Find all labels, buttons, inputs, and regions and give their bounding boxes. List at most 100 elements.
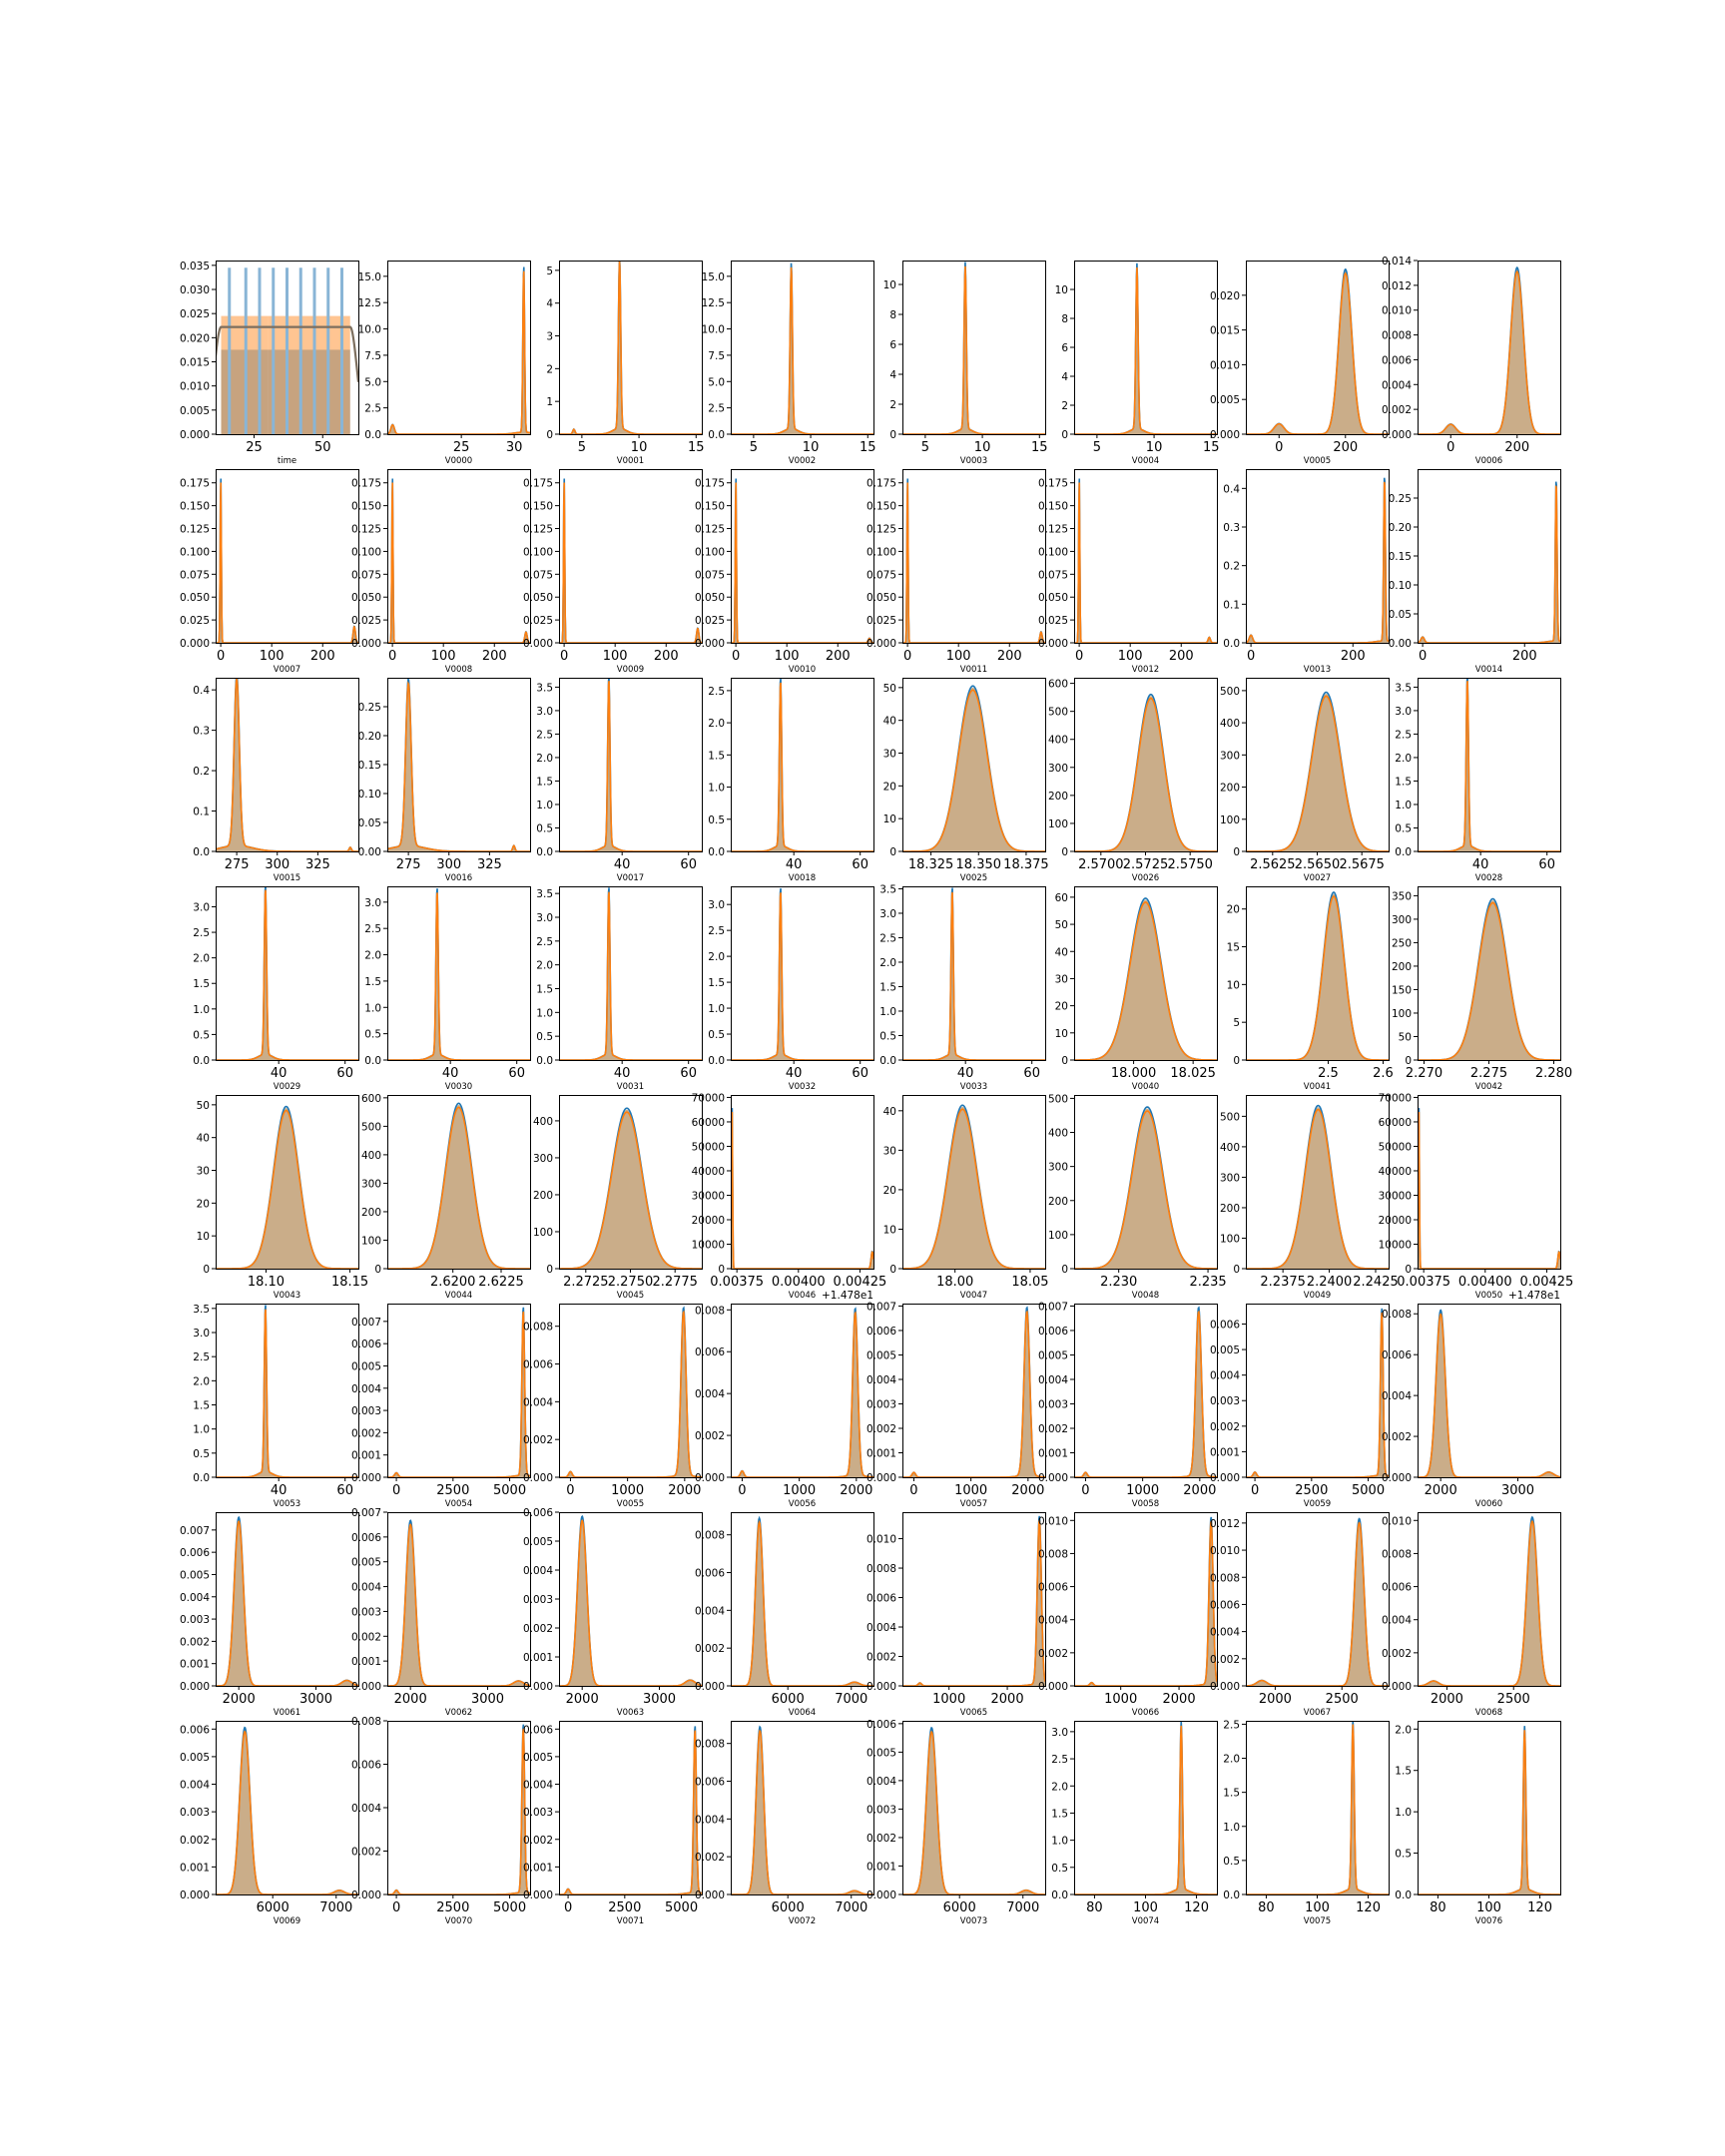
x-axis-label: V0013	[1304, 665, 1331, 675]
subplot-V0066: 0.000 0.002 0.004 0.006 0.008 0.010 1000 2000 V0…	[1038, 1512, 1218, 1718]
x-tick-label: 0	[909, 1483, 917, 1498]
y-tick-label: 0.125	[351, 524, 381, 536]
y-tick-label: 0.5	[1395, 822, 1412, 834]
kde-orange	[216, 1109, 358, 1269]
hist-area	[902, 1106, 1045, 1269]
kde-blue	[216, 886, 358, 1060]
y-tick-label: 0.004	[866, 1622, 896, 1634]
y-tick-label: 0.100	[866, 546, 896, 558]
hist-area	[559, 678, 702, 851]
y-tick-label: 2.5	[1223, 1719, 1240, 1731]
y-tick-label: 0.005	[523, 1752, 553, 1764]
y-tick-label: 0.005	[180, 1752, 210, 1764]
y-tick-label: 10	[1227, 979, 1240, 991]
kde-orange	[902, 266, 1045, 434]
y-tick-label: 0.003	[866, 1398, 896, 1410]
y-tick-label: 0.001	[866, 1861, 896, 1873]
x-tick-label: 1000	[611, 1483, 644, 1498]
kde-orange	[1246, 1312, 1389, 1477]
hist-area	[731, 265, 873, 434]
plot-area	[559, 1515, 702, 1686]
y-tick-label: 100	[1220, 814, 1240, 826]
kde-blue	[387, 888, 530, 1060]
x-tick-label: 100	[1476, 1900, 1501, 1915]
x-tick-label: 60	[508, 1066, 525, 1081]
kde-orange	[1074, 697, 1217, 851]
subplot-V0048: 0 100 200 300 400 500 2.230 2.235 V0048	[1048, 1093, 1227, 1301]
x-axis-label: V0054	[445, 1499, 472, 1509]
x-tick-label: 80	[1086, 1900, 1103, 1915]
plot-area	[559, 887, 702, 1060]
y-tick-label: 0.150	[695, 501, 725, 513]
x-tick-label: 60	[680, 857, 697, 872]
kde-orange	[387, 482, 530, 643]
y-tick-label: 0.008	[1382, 1548, 1412, 1560]
x-tick-label: 10	[974, 440, 991, 455]
x-tick-label: 200	[1333, 440, 1358, 455]
subplot-V0056: 0.000 0.002 0.004 0.006 0.008 0 1000 2000 V0056	[695, 1304, 874, 1509]
y-tick-label: 0.175	[180, 478, 210, 490]
y-tick-label: 0.000	[1038, 1472, 1068, 1484]
y-tick-label: 0.100	[351, 546, 381, 558]
y-tick-label: 0.008	[1210, 1572, 1240, 1584]
y-tick-label: 0.008	[1382, 330, 1412, 342]
y-tick-label: 70000	[692, 1092, 725, 1104]
x-tick-label: 3000	[643, 1692, 676, 1707]
y-tick-label: 0	[1061, 1055, 1068, 1067]
x-axis-label: V0075	[1304, 1916, 1331, 1926]
y-tick-label: 0.010	[180, 381, 210, 393]
x-tick-label: 2000	[1431, 1692, 1463, 1707]
y-tick-label: 0.025	[866, 615, 896, 627]
y-tick-label: 20	[197, 1198, 210, 1210]
kde-orange	[216, 889, 358, 1060]
y-tick-label: 0.005	[866, 1349, 896, 1361]
y-tick-label: 0.012	[1382, 280, 1412, 292]
y-tick-label: 0.075	[180, 569, 210, 581]
y-tick-label: 3.0	[193, 1328, 210, 1340]
y-tick-label: 3.0	[193, 901, 210, 913]
x-tick-label: 200	[482, 649, 507, 664]
plot-area	[387, 478, 530, 643]
x-tick-label: 100	[431, 649, 456, 664]
y-tick-label: 0.050	[1038, 592, 1068, 604]
y-tick-label: 100	[1392, 1008, 1412, 1020]
x-tick-label: 0	[1081, 1483, 1089, 1498]
y-tick-label: 0.000	[523, 638, 553, 650]
y-tick-label: 0.4	[1223, 483, 1240, 495]
kde-blue	[559, 678, 702, 851]
x-axis-label: V0068	[1475, 1708, 1502, 1718]
y-tick-label: 0.002	[695, 1643, 725, 1655]
y-tick-label: 0.004	[1382, 1390, 1412, 1402]
x-axis-label: V0005	[1304, 456, 1331, 466]
x-axis-label: V0002	[789, 456, 816, 466]
y-tick-label: 1.0	[364, 1002, 381, 1014]
kde-blue	[731, 478, 873, 643]
axes-frame	[1418, 1095, 1561, 1270]
hist-area	[216, 480, 358, 643]
kde-blue	[559, 261, 702, 434]
subplot-V0054: 0.000 0.001 0.002 0.003 0.004 0.005 0.006 0.007…	[351, 1304, 531, 1509]
y-tick-label: 1.0	[708, 783, 725, 795]
y-tick-label: 0.000	[695, 1472, 725, 1484]
kde-orange	[1418, 681, 1560, 851]
y-tick-label: 2	[546, 363, 553, 375]
x-tick-label: 40	[957, 1066, 974, 1081]
y-tick-label: 0.004	[351, 1383, 381, 1395]
x-tick-label: 1000	[1126, 1483, 1159, 1498]
plot-area	[1246, 1517, 1389, 1686]
y-tick-label: 0	[203, 1264, 210, 1276]
y-tick-label: 1.5	[1051, 1808, 1068, 1820]
subplot-V0067: 0.000 0.002 0.004 0.006 0.008 0.010 0.012 2000 2…	[1210, 1512, 1390, 1718]
y-tick-label: 3.0	[879, 908, 896, 920]
x-tick-label: 100	[603, 649, 628, 664]
y-tick-label: 3.0	[1395, 706, 1412, 718]
y-tick-label: 60000	[692, 1117, 725, 1129]
y-tick-label: 1.5	[708, 750, 725, 762]
y-tick-label: 0.003	[523, 1807, 553, 1819]
y-tick-label: 0.004	[523, 1565, 553, 1577]
y-tick-label: 0.025	[180, 615, 210, 627]
y-tick-label: 20	[883, 1185, 896, 1197]
x-axis-label: V0062	[445, 1708, 472, 1718]
y-tick-label: 70000	[1379, 1092, 1412, 1104]
